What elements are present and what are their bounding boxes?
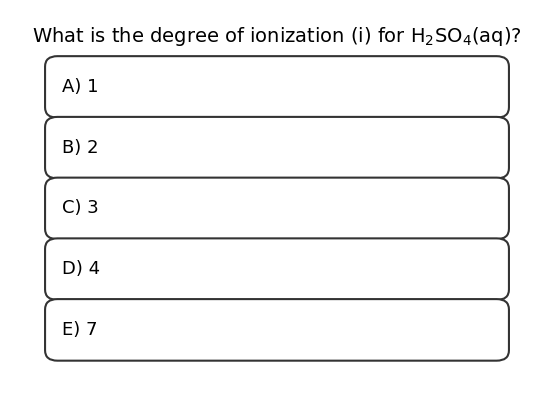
FancyBboxPatch shape — [45, 299, 509, 361]
FancyBboxPatch shape — [45, 178, 509, 239]
Text: D) 4: D) 4 — [63, 260, 100, 278]
Text: What is the degree of ionization (i) for $\mathregular{H_2SO_4}$(aq)?: What is the degree of ionization (i) for… — [32, 25, 522, 48]
Text: B) 2: B) 2 — [63, 139, 99, 157]
Text: A) 1: A) 1 — [63, 78, 99, 96]
FancyBboxPatch shape — [45, 56, 509, 118]
Text: E) 7: E) 7 — [63, 321, 98, 339]
FancyBboxPatch shape — [45, 117, 509, 178]
Text: C) 3: C) 3 — [63, 199, 99, 218]
FancyBboxPatch shape — [45, 238, 509, 300]
